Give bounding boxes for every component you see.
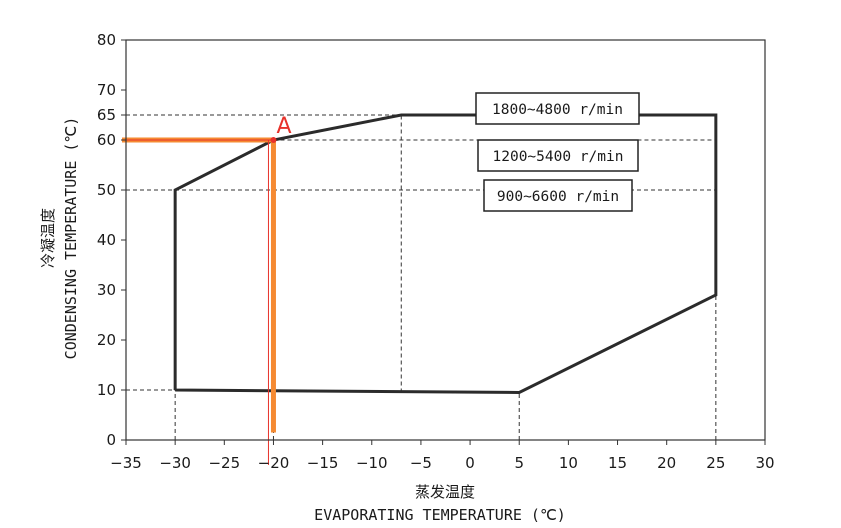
x-tick-label: 30 <box>755 454 774 472</box>
x-tick-label: −20 <box>258 454 290 472</box>
x-tick-label: −35 <box>110 454 142 472</box>
y-tick-label: 20 <box>97 331 116 349</box>
x-tick-label: −10 <box>356 454 388 472</box>
y-axis-title-chinese: 冷凝温度 <box>39 208 57 268</box>
x-tick-label: 15 <box>608 454 627 472</box>
y-tick-label: 80 <box>97 31 116 49</box>
y-axis-title: CONDENSING TEMPERATURE (℃) <box>62 117 80 360</box>
plot-frame <box>125 39 766 441</box>
point-a-label: A <box>276 114 291 139</box>
x-axis-title-chinese: 蒸发温度 <box>415 483 475 501</box>
x-tick-label: 0 <box>465 454 475 472</box>
y-axis-ticks: 0 10 20 30 40 50 60 65 70 80 <box>97 31 126 449</box>
speed-range-box <box>477 139 639 172</box>
speed-range-label: 1200~5400 r/min <box>493 149 624 165</box>
x-tick-label: −25 <box>208 454 240 472</box>
point-a-marker <box>270 137 277 143</box>
y-tick-label: 10 <box>97 381 116 399</box>
x-tick-label: −30 <box>159 454 191 472</box>
x-axis-ticks: −35 −30 −25 −20 −15 −10 −5 0 5 10 15 20 25 30 <box>110 440 775 472</box>
y-tick-label: 30 <box>97 281 116 299</box>
y-tick-label: 0 <box>106 431 116 449</box>
plot-border <box>125 39 766 441</box>
x-axis-title: EVAPORATING TEMPERATURE (℃) <box>314 506 566 524</box>
x-tick-label: 20 <box>657 454 676 472</box>
y-tick-label: 50 <box>97 181 116 199</box>
speed-range-box <box>483 179 633 212</box>
x-tick-label: 10 <box>559 454 578 472</box>
y-tick-label: 60 <box>97 131 116 149</box>
operating-point: A <box>122 114 292 465</box>
speed-range-label: 1800~4800 r/min <box>492 102 623 118</box>
speed-range-labels: 1800~4800 r/min 1200~5400 r/min 900~6600 r… <box>475 92 640 212</box>
speed-range-label: 900~6600 r/min <box>497 189 619 205</box>
x-tick-label: −5 <box>410 454 432 472</box>
x-tick-label: 25 <box>706 454 725 472</box>
y-tick-label: 65 <box>97 106 116 124</box>
x-tick-label: −15 <box>307 454 339 472</box>
y-tick-label: 70 <box>97 81 116 99</box>
speed-range-box <box>475 92 640 125</box>
x-tick-label: 5 <box>514 454 524 472</box>
y-tick-label: 40 <box>97 231 116 249</box>
